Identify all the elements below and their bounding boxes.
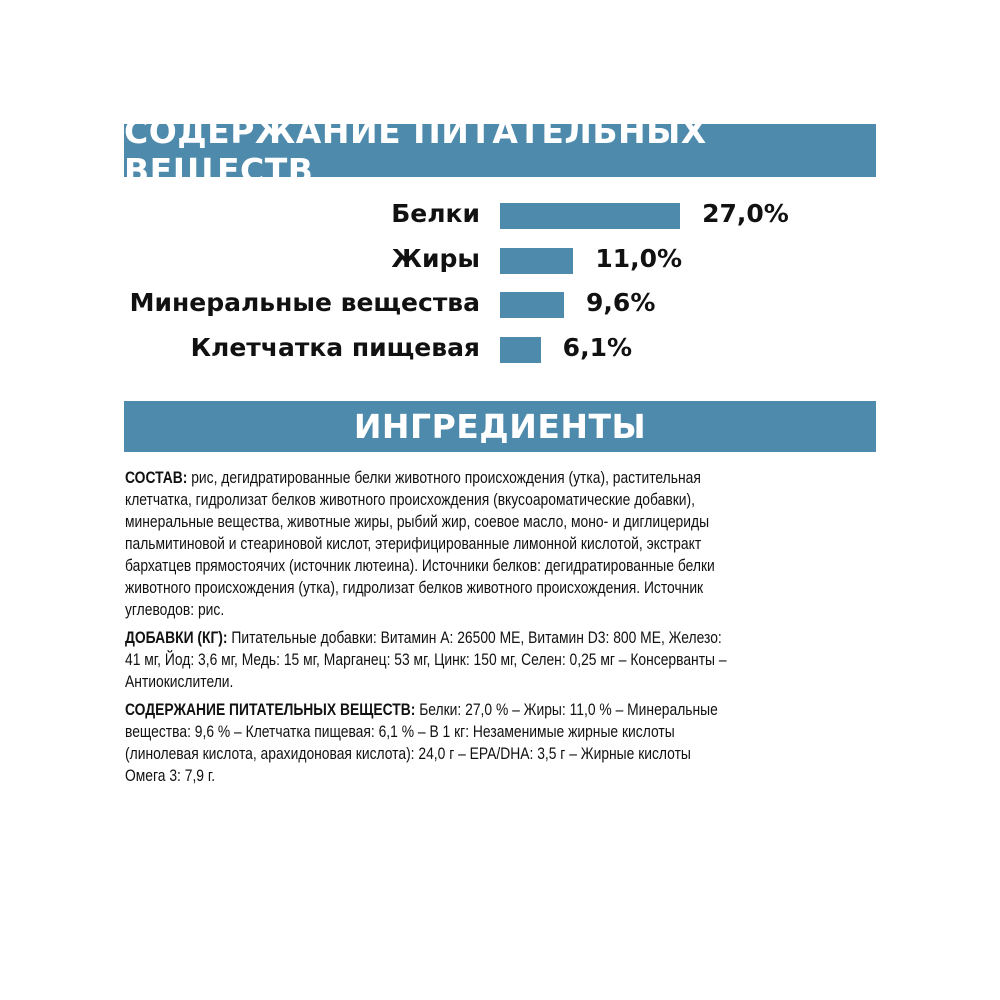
ingredients-header: ИНГРЕДИЕНТЫ — [124, 401, 876, 452]
bar-value-label: 9,6% — [586, 288, 656, 317]
bar — [500, 248, 574, 274]
text-span: Питательные добавки: Витамин А: 26500 МЕ… — [227, 629, 722, 647]
bar — [500, 337, 541, 363]
text-span: клетчатка, гидролизат белков животного п… — [125, 491, 695, 509]
text-line: пальмитиновой и стеариновой кислот, этер… — [125, 533, 747, 555]
bar-row: Жиры 11,0% — [0, 244, 1000, 274]
text-line: вещества: 9,6 % – Клетчатка пищевая: 6,1… — [125, 721, 747, 743]
text-span: Белки: 27,0 % – Жиры: 11,0 % – Минеральн… — [415, 701, 718, 719]
text-span: (линолевая кислота, арахидоновая кислота… — [125, 745, 691, 763]
bar — [500, 292, 565, 318]
bar-label: Минеральные вещества — [129, 288, 480, 317]
text-line: Омега 3: 7,9 г. — [125, 765, 747, 787]
text-span: минеральные вещества, животные жиры, рыб… — [125, 513, 710, 531]
ingredients-text: СОСТАВ: рис, дегидратированные белки жив… — [125, 467, 865, 793]
text-span: 41 мг, Йод: 3,6 мг, Медь: 15 мг, Маргане… — [125, 651, 727, 669]
bar-label: Белки — [391, 199, 480, 228]
ingredients-paragraph: СОДЕРЖАНИЕ ПИТАТЕЛЬНЫХ ВЕЩЕСТВ: Белки: 2… — [125, 699, 865, 787]
bar-value-label: 11,0% — [595, 244, 683, 273]
text-line: ДОБАВКИ (КГ): Питательные добавки: Витам… — [125, 627, 747, 649]
text-line: СОСТАВ: рис, дегидратированные белки жив… — [125, 467, 747, 489]
text-span: Антиокислители. — [125, 673, 234, 691]
bar-row: Клетчатка пищевая 6,1% — [0, 333, 1000, 363]
nutrients-header: СОДЕРЖАНИЕ ПИТАТЕЛЬНЫХ ВЕЩЕСТВ — [124, 112, 876, 190]
bar-label: Жиры — [391, 244, 480, 273]
bar-value-label: 6,1% — [562, 333, 633, 362]
text-line: минеральные вещества, животные жиры, рыб… — [125, 511, 747, 533]
text-line: углеводов: рис. — [125, 599, 747, 621]
bar-label: Клетчатка пищевая — [190, 333, 480, 362]
ingredients-paragraph: СОСТАВ: рис, дегидратированные белки жив… — [125, 467, 865, 621]
text-line: СОДЕРЖАНИЕ ПИТАТЕЛЬНЫХ ВЕЩЕСТВ: Белки: 2… — [125, 699, 747, 721]
paragraph-label: ДОБАВКИ (КГ): — [125, 629, 228, 647]
text-span: Омега 3: 7,9 г. — [125, 767, 216, 785]
paragraph-label: СОСТАВ: — [125, 469, 188, 487]
bar-row: Минеральные вещества 9,6% — [0, 288, 1000, 318]
bar-value-label: 27,0% — [702, 199, 789, 228]
ingredients-paragraph: ДОБАВКИ (КГ): Питательные добавки: Витам… — [125, 627, 865, 693]
text-line: 41 мг, Йод: 3,6 мг, Медь: 15 мг, Маргане… — [125, 649, 747, 671]
text-span: пальмитиновой и стеариновой кислот, этер… — [125, 535, 702, 553]
text-line: бархатцев прямостоячих (источник лютеина… — [125, 555, 747, 577]
text-line: Антиокислители. — [125, 671, 747, 693]
text-line: клетчатка, гидролизат белков животного п… — [125, 489, 747, 511]
text-span: животного происхождения (утка), гидролиз… — [125, 579, 704, 597]
text-line: животного происхождения (утка), гидролиз… — [125, 577, 747, 599]
text-span: бархатцев прямостоячих (источник лютеина… — [125, 557, 715, 575]
text-span: углеводов: рис. — [125, 601, 225, 619]
bar-row: Белки 27,0% — [0, 199, 1000, 229]
text-span: рис, дегидратированные белки животного п… — [187, 469, 701, 487]
text-line: (линолевая кислота, арахидоновая кислота… — [125, 743, 747, 765]
bar — [500, 203, 681, 229]
paragraph-label: СОДЕРЖАНИЕ ПИТАТЕЛЬНЫХ ВЕЩЕСТВ: — [125, 701, 416, 719]
text-span: вещества: 9,6 % – Клетчатка пищевая: 6,1… — [125, 723, 675, 741]
